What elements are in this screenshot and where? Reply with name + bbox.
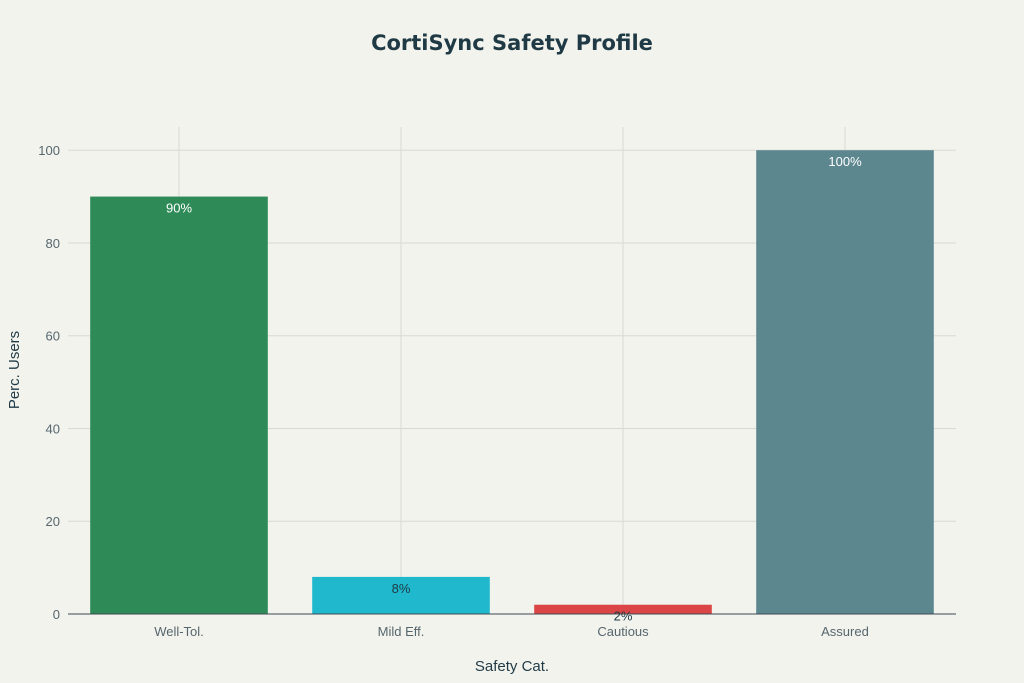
x-tick-label: Well-Tol. bbox=[154, 624, 204, 639]
data-label-layer: 90% 8% 2% 100% bbox=[166, 154, 862, 624]
bar-data-label: 90% bbox=[166, 201, 192, 216]
y-tick-label: 20 bbox=[46, 514, 60, 529]
x-tick-label: Mild Eff. bbox=[378, 624, 425, 639]
y-tick-label: 100 bbox=[38, 143, 60, 158]
x-axis-title: Safety Cat. bbox=[475, 658, 549, 675]
bar-cautious bbox=[534, 604, 712, 614]
chart-title: CortiSync Safety Profile bbox=[371, 31, 653, 55]
x-tick-label: Assured bbox=[821, 624, 869, 639]
bar-data-label: 8% bbox=[392, 581, 411, 596]
axis-layer: 0 20 40 60 80 100 Well-Tol. Mild Eff. Cautious As… bbox=[38, 143, 956, 639]
y-tick-label: 80 bbox=[46, 236, 60, 251]
bar-layer bbox=[90, 150, 934, 615]
y-tick-label: 0 bbox=[53, 607, 60, 622]
y-tick-label: 40 bbox=[46, 421, 60, 436]
bar-data-label: 2% bbox=[614, 609, 633, 624]
y-axis-title: Perc. Users bbox=[6, 331, 23, 409]
bar-data-label: 100% bbox=[828, 154, 862, 169]
bar-mild-eff bbox=[312, 576, 490, 614]
bar-well-tol bbox=[90, 196, 268, 615]
x-tick-label: Cautious bbox=[597, 624, 649, 639]
bar-assured bbox=[756, 150, 934, 614]
y-tick-label: 60 bbox=[46, 329, 60, 344]
